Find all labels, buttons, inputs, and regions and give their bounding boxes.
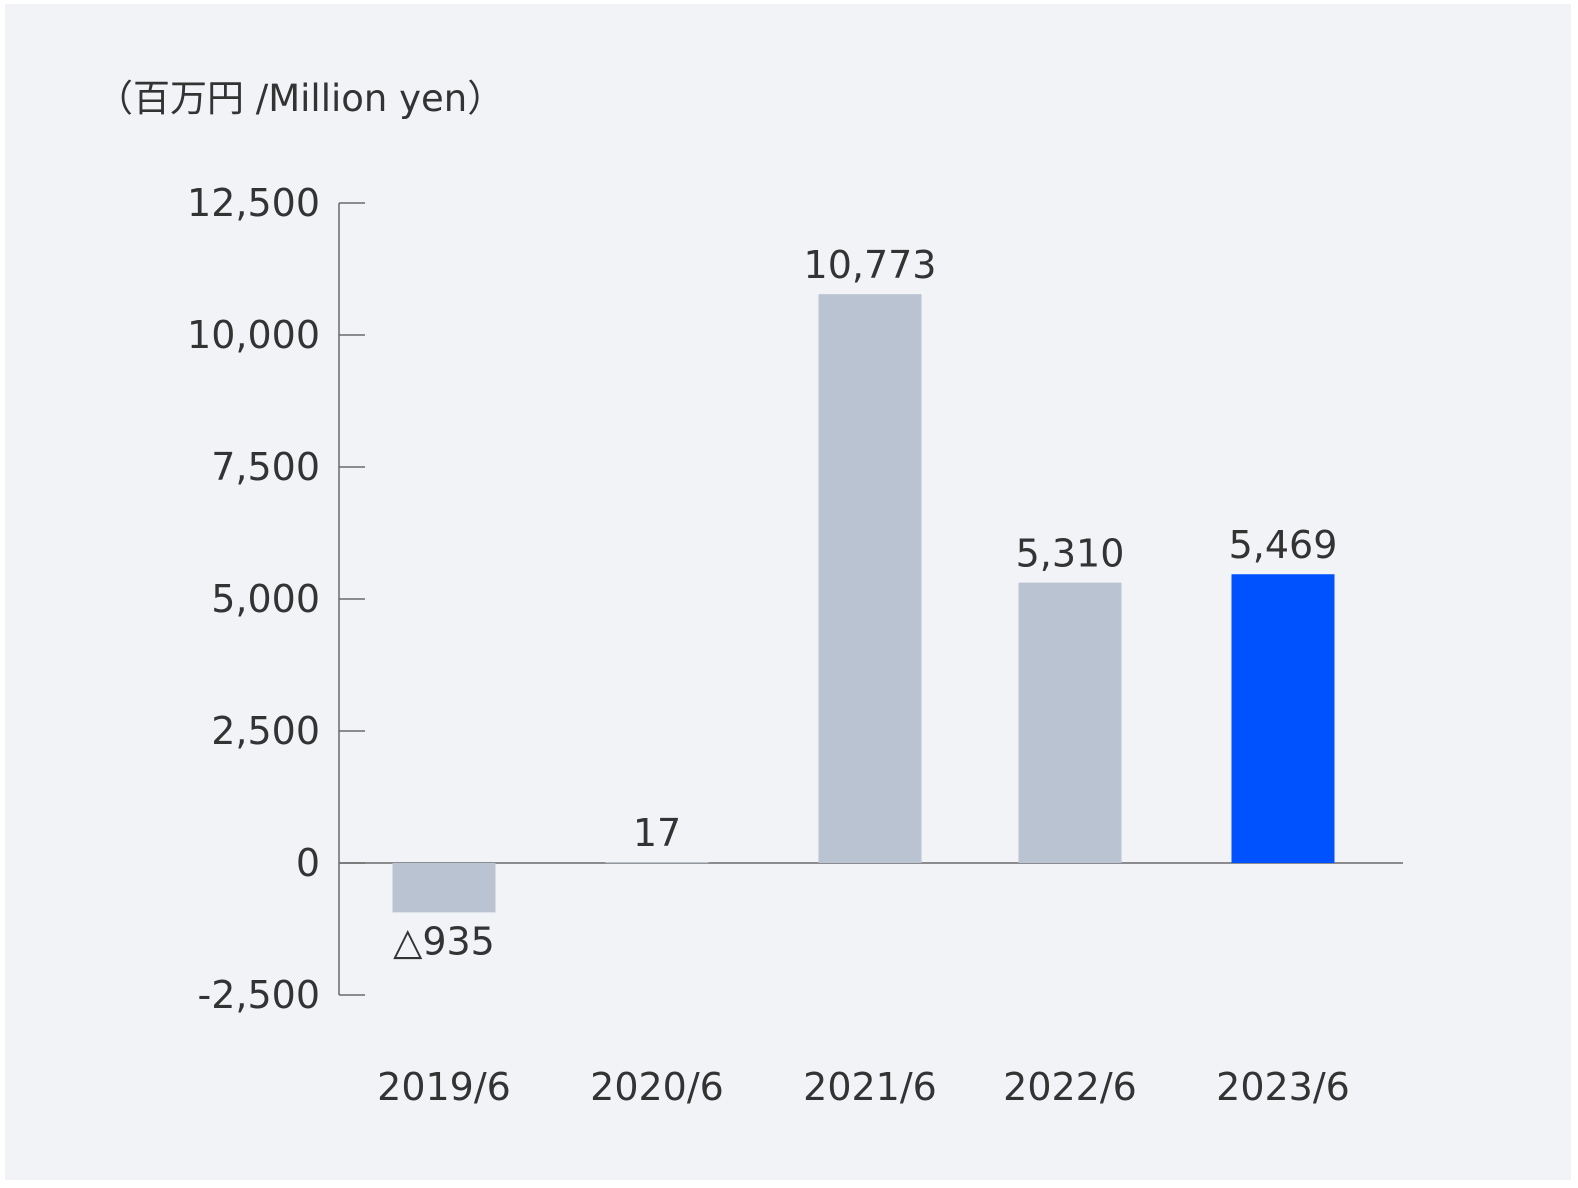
data-label: 17 (633, 811, 681, 855)
y-tick-label: 2,500 (211, 709, 320, 753)
unit-label: （百万円 /Million yen） (96, 77, 505, 120)
bars (392, 294, 1335, 913)
data-label: 5,310 (1016, 532, 1125, 576)
bar-2019/6 (392, 863, 496, 913)
x-category-label: 2020/6 (590, 1065, 724, 1109)
x-category-label: 2019/6 (377, 1065, 511, 1109)
x-category-label: 2021/6 (803, 1065, 937, 1109)
y-tick-label: 5,000 (211, 577, 320, 621)
y-tick-label: 7,500 (211, 445, 320, 489)
y-tick-label: 0 (296, 841, 320, 885)
y-tick-label: 10,000 (187, 313, 320, 357)
y-tick-label: 12,500 (187, 181, 320, 225)
x-category-label: 2023/6 (1216, 1065, 1350, 1109)
x-category-label: 2022/6 (1003, 1065, 1137, 1109)
data-label: 5,469 (1229, 523, 1338, 567)
data-label: △935 (393, 919, 495, 963)
bar-2023/6 (1231, 574, 1335, 863)
bar-2022/6 (1018, 582, 1122, 863)
bar-2021/6 (818, 294, 922, 863)
labels: 12,500 10,000 7,500 5,000 2,500 0 -2,500 △935 20… (187, 181, 1350, 1109)
data-label: 10,773 (804, 243, 937, 287)
y-tick-label: -2,500 (198, 973, 321, 1017)
bar-2020/6 (605, 862, 709, 864)
